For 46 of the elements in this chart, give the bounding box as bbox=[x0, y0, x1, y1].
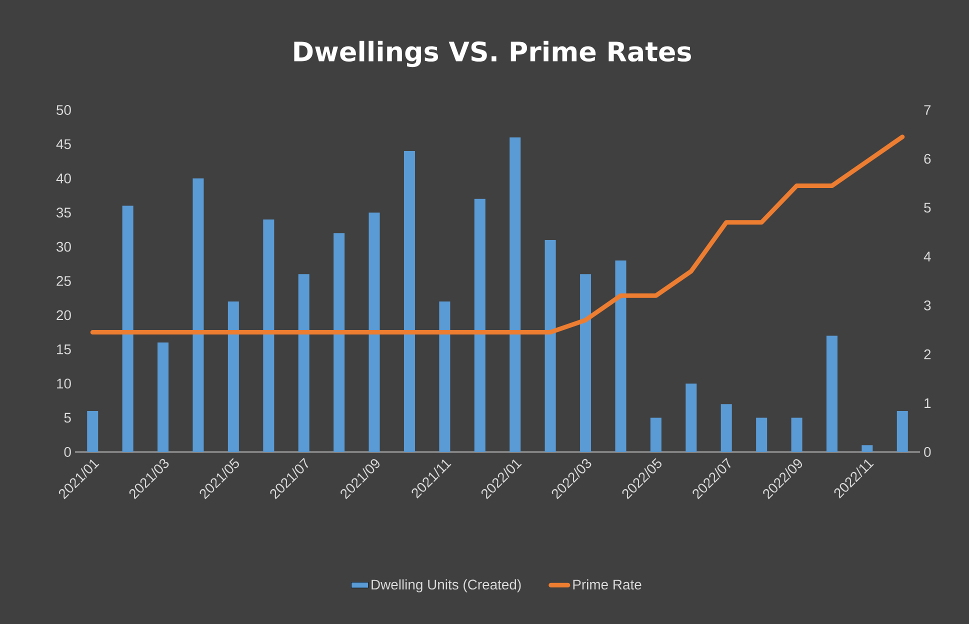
y2-tick-label: 2 bbox=[924, 349, 931, 360]
chart-title: Dwellings VS. Prime Rates bbox=[294, 40, 691, 68]
y-tick-label: 45 bbox=[56, 139, 71, 150]
bar bbox=[404, 151, 415, 452]
bar bbox=[650, 418, 662, 452]
bar bbox=[510, 137, 521, 452]
bar bbox=[862, 445, 873, 452]
bar bbox=[720, 404, 732, 452]
y-tick-label: 0 bbox=[64, 447, 71, 457]
y-tick-label: 10 bbox=[57, 378, 71, 389]
y-tick-label: 15 bbox=[57, 344, 71, 354]
bar bbox=[334, 233, 345, 452]
bar bbox=[615, 260, 626, 452]
y2-tick-label: 0 bbox=[924, 447, 931, 457]
bar bbox=[826, 336, 838, 452]
y2-tick-label: 5 bbox=[924, 202, 931, 213]
y-tick-label: 5 bbox=[64, 412, 71, 423]
y-tick-label: 50 bbox=[56, 105, 71, 115]
bar bbox=[756, 418, 768, 452]
y-tick-label: 30 bbox=[56, 242, 71, 252]
bar bbox=[580, 274, 592, 452]
y2-tick-label: 7 bbox=[924, 105, 931, 115]
bar bbox=[474, 198, 486, 452]
y-tick-label: 40 bbox=[56, 173, 71, 184]
bar bbox=[791, 418, 802, 452]
y-tick-label: 35 bbox=[56, 208, 71, 218]
y2-tick-label: 3 bbox=[924, 300, 931, 310]
y-tick-label: 25 bbox=[56, 276, 71, 286]
y2-tick-label: 4 bbox=[924, 252, 931, 262]
bar bbox=[122, 206, 134, 452]
bar bbox=[87, 410, 98, 452]
bar bbox=[439, 302, 450, 452]
y-tick-label: 20 bbox=[56, 310, 71, 320]
bar bbox=[686, 384, 697, 452]
y2-tick-label: 6 bbox=[924, 154, 931, 164]
bar bbox=[896, 410, 908, 452]
legend-label: Prime Rate bbox=[573, 579, 642, 590]
bar bbox=[298, 274, 310, 452]
legend-label: Dwelling Units (Created) bbox=[372, 579, 521, 592]
y2-tick-label: 1 bbox=[924, 398, 931, 408]
bar bbox=[228, 302, 239, 452]
bar bbox=[368, 212, 380, 452]
bar bbox=[158, 342, 169, 452]
bar bbox=[192, 178, 204, 452]
bar bbox=[544, 240, 556, 452]
bar bbox=[263, 219, 274, 452]
